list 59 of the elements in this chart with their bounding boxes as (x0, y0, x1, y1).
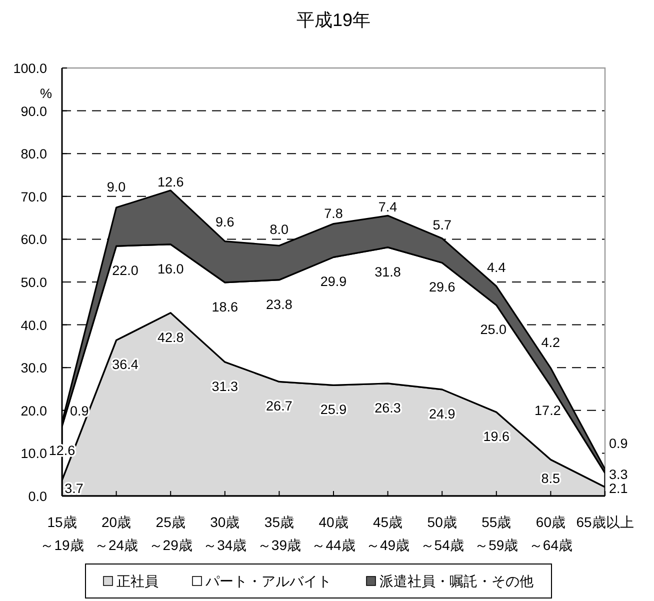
x-tick-label: 65歳以上 (576, 514, 634, 530)
x-tick-label: 25歳～29歳 (148, 514, 192, 553)
data-label: 17.2 (534, 403, 561, 418)
data-label: 25.0 (480, 322, 507, 338)
data-label: 26.7 (266, 398, 292, 414)
data-label: 0.9 (70, 403, 89, 418)
x-tick-label: 40歳～44歳 (312, 514, 356, 553)
y-tick-label: 90.0 (20, 104, 47, 119)
y-tick-label: 70.0 (20, 189, 47, 204)
x-tick-label: 45歳～49歳 (366, 514, 410, 553)
data-label: 2.1 (609, 481, 628, 496)
y-tick-label: 80.0 (20, 146, 47, 162)
data-label: 42.8 (157, 330, 184, 345)
y-tick-label: 50.0 (20, 275, 47, 290)
data-label: 22.0 (112, 263, 138, 278)
x-tick-label: 60歳～64歳 (528, 514, 572, 553)
x-tick-label: 55歳～59歳 (474, 514, 518, 553)
data-label: 31.3 (212, 379, 238, 394)
data-label: 25.9 (320, 402, 347, 418)
y-tick-label: 0.0 (28, 489, 47, 504)
x-tick-label: 50歳～54歳 (420, 514, 464, 553)
y-axis-title: % (40, 86, 52, 101)
y-tick-label: 10.0 (20, 446, 47, 462)
data-label: 4.2 (541, 334, 560, 350)
data-label: 31.8 (374, 264, 401, 280)
data-label: 7.8 (324, 206, 343, 222)
x-tick-label: 15歳～19歳 (40, 514, 84, 553)
data-label: 18.6 (212, 299, 238, 314)
data-label: 12.6 (157, 174, 184, 190)
data-label: 29.9 (320, 274, 347, 290)
data-label: 3.7 (64, 481, 84, 496)
legend-label: 正社員 (116, 573, 158, 589)
y-tick-label: 30.0 (20, 360, 47, 376)
y-tick-label: 100.0 (13, 61, 47, 76)
data-label: 29.6 (428, 280, 456, 295)
data-label: 23.8 (266, 296, 292, 312)
data-label: 7.4 (378, 200, 398, 215)
data-label: 3.3 (609, 467, 628, 482)
x-tick-label: 30歳～34歳 (203, 514, 247, 553)
y-tick-label: 60.0 (20, 232, 47, 248)
data-label: 26.3 (374, 400, 401, 416)
data-label: 0.9 (609, 436, 628, 452)
data-label: 5.7 (432, 218, 452, 233)
data-label: 19.6 (483, 429, 510, 444)
x-tick-label: 20歳～24歳 (94, 514, 138, 553)
data-label: 4.4 (487, 260, 506, 276)
data-label: 9.6 (216, 214, 234, 230)
data-label: 9.0 (106, 179, 126, 194)
data-label: 16.0 (157, 261, 184, 276)
data-label: 8.5 (541, 470, 560, 486)
legend-label: 派遣社員・嘱託・その他 (380, 573, 534, 589)
y-tick-label: 20.0 (20, 403, 47, 418)
data-label: 36.4 (112, 357, 139, 372)
data-label: 24.9 (428, 406, 456, 422)
chart-title: 平成19年 (296, 10, 371, 30)
legend-label: パート・アルバイト (204, 573, 332, 589)
x-tick-label: 35歳～39歳 (257, 514, 301, 553)
data-label: 8.0 (270, 222, 289, 238)
y-tick-label: 40.0 (20, 318, 47, 333)
